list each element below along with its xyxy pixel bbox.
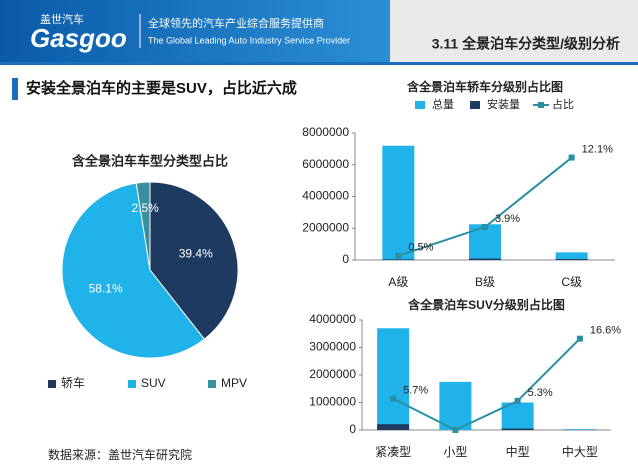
legend-swatch <box>415 101 425 109</box>
y-tick-label: 3000000 <box>309 340 356 354</box>
bar <box>382 145 415 260</box>
line-segment <box>392 397 456 431</box>
line-point <box>568 154 575 161</box>
y-tick-label: 1000000 <box>309 395 356 409</box>
chart-title: 含全景泊车SUV分级别占比图 <box>408 297 565 312</box>
bar <box>501 428 534 430</box>
legend-label: 安装量 <box>487 97 520 111</box>
bar <box>377 328 410 430</box>
source: 数据来源：盖世汽车研究院 <box>48 447 192 462</box>
section-title: 3.11 全景泊车分类型/级别分析 <box>432 36 620 52</box>
legend-swatch <box>128 380 136 388</box>
header-right <box>390 0 638 62</box>
x-tick-label: 紧凑型 <box>375 445 411 459</box>
legend-swatch <box>48 380 56 388</box>
data-label: 12.1% <box>582 143 613 155</box>
data-label: 5.7% <box>403 385 428 397</box>
x-tick-label: C级 <box>561 275 582 289</box>
line-segment <box>484 156 573 228</box>
line-point <box>452 427 459 433</box>
x-tick-label: B级 <box>475 275 495 289</box>
y-tick-label: 4000000 <box>302 189 349 203</box>
legend-label: 占比 <box>552 97 574 111</box>
pie-slice <box>149 181 239 340</box>
legend-label: SUV <box>141 376 166 390</box>
pie-slice <box>61 182 206 359</box>
line-point <box>395 252 402 259</box>
bar <box>439 381 472 430</box>
y-tick-label: 4000000 <box>309 312 356 326</box>
y-tick-label: 8000000 <box>302 125 349 139</box>
headline: 安装全景泊车的主要是SUV，占比近六成 <box>26 79 297 97</box>
legend-swatch <box>538 102 544 108</box>
data-label: 16.6% <box>590 325 621 337</box>
tagline-cn: 全球领先的汽车产业综合服务提供商 <box>148 16 324 30</box>
legend-label: MPV <box>221 376 247 390</box>
header-rule <box>0 62 638 65</box>
y-tick-label: 0 <box>342 252 349 266</box>
slice-label: 39.4% <box>179 246 213 260</box>
y-tick-label: 2000000 <box>309 367 356 381</box>
logo: Gasgoo <box>30 23 127 53</box>
y-tick-label: 6000000 <box>302 157 349 171</box>
slice-label: 2.5% <box>131 201 159 215</box>
y-tick-label: 0 <box>349 422 356 436</box>
data-label: 5.3% <box>528 387 553 399</box>
pie-slice <box>135 181 151 271</box>
legend-swatch <box>470 101 480 109</box>
x-tick-label: A级 <box>388 275 408 289</box>
line-point <box>482 223 488 230</box>
header-band <box>0 0 390 62</box>
brand: 盖世汽车 <box>40 12 84 26</box>
x-tick-label: 中型 <box>506 444 530 459</box>
chart-title: 含全景泊车车型分类型占比 <box>71 153 228 168</box>
slice-label: 58.1% <box>89 282 123 296</box>
line-segment <box>516 337 581 402</box>
legend-label: 总量 <box>432 97 454 111</box>
bar <box>563 429 596 430</box>
data-label: 0.5% <box>408 242 433 254</box>
line-point <box>514 397 521 404</box>
data-label: 3.9% <box>495 213 520 225</box>
y-tick-label: 2000000 <box>302 220 349 234</box>
line-segment <box>454 399 519 431</box>
x-tick-label: 小型 <box>443 445 467 459</box>
line-point <box>390 395 397 402</box>
tagline-en: The Global Leading Auto Industry Service… <box>148 35 350 45</box>
bar <box>555 259 588 260</box>
chart-title: 含全景泊车轿车分级别占比图 <box>407 79 563 94</box>
legend-swatch <box>208 380 216 388</box>
line-segment <box>398 226 486 257</box>
headline-marker <box>12 78 18 100</box>
x-tick-label: 中大型 <box>562 444 598 459</box>
legend-label: 轿车 <box>61 375 85 390</box>
bar <box>382 259 415 260</box>
bar <box>377 424 410 430</box>
line-point <box>576 335 583 342</box>
bar <box>469 258 501 260</box>
bar <box>501 402 534 430</box>
bar <box>555 252 588 260</box>
